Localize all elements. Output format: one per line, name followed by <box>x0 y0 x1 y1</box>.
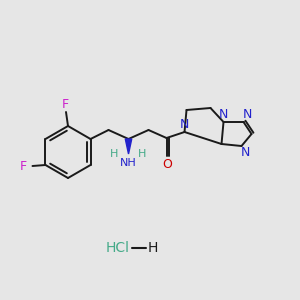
Text: F: F <box>61 98 69 110</box>
Text: N: N <box>243 109 252 122</box>
Polygon shape <box>125 139 132 154</box>
Text: N: N <box>219 107 228 121</box>
Text: HCl: HCl <box>106 241 130 255</box>
Text: N: N <box>180 118 189 130</box>
Text: H: H <box>138 149 147 159</box>
Text: N: N <box>241 146 250 160</box>
Text: H: H <box>148 241 158 255</box>
Text: H: H <box>110 149 119 159</box>
Text: O: O <box>163 158 172 170</box>
Text: NH: NH <box>120 158 137 168</box>
Text: F: F <box>20 160 27 172</box>
